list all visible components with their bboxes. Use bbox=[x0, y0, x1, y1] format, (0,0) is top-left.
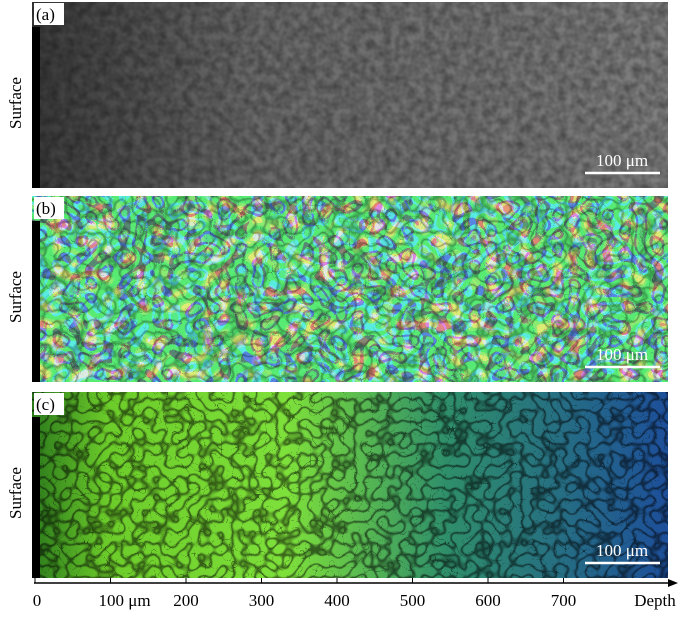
grain-texture bbox=[32, 392, 668, 578]
depth-axis: 0 100 μm 200 300 400 500 600 700 Depth bbox=[33, 578, 678, 610]
axis-tick-label: 500 bbox=[400, 591, 426, 610]
grain-texture bbox=[32, 2, 668, 188]
scale-bar-label: 100 μm bbox=[596, 151, 648, 170]
side-label: Surface bbox=[6, 467, 25, 519]
surface-edge bbox=[32, 417, 40, 578]
side-label: Surface bbox=[6, 271, 25, 323]
panel-label: (b) bbox=[36, 199, 56, 218]
axis-tick-label: 300 bbox=[249, 591, 275, 610]
panel-label-bg bbox=[34, 393, 64, 415]
micrograph-panel: (b) Surface 100 μm bbox=[6, 196, 668, 382]
panel-label-bg bbox=[34, 197, 64, 219]
panel-label: (a) bbox=[36, 5, 55, 24]
scale-bar-label: 100 μm bbox=[596, 541, 648, 560]
axis-tick-label: 0 bbox=[33, 591, 42, 610]
grain-edges bbox=[32, 196, 668, 382]
axis-tick-label: 100 μm bbox=[98, 591, 150, 610]
micrograph-panel: (a) Surface 100 μm bbox=[6, 2, 668, 188]
panel-label-bg bbox=[34, 3, 64, 25]
axis-tick-label: 400 bbox=[324, 591, 350, 610]
axis-tick-label: 700 bbox=[551, 591, 577, 610]
side-label: Surface bbox=[6, 77, 25, 129]
surface-edge bbox=[32, 27, 40, 188]
panel-label: (c) bbox=[36, 395, 55, 414]
axis-arrow bbox=[668, 579, 678, 587]
axis-tick-label: 600 bbox=[475, 591, 501, 610]
axis-tick-label: 200 bbox=[173, 591, 199, 610]
micrograph-panel: (c) Surface 100 μm bbox=[6, 392, 668, 578]
scale-bar-label: 100 μm bbox=[596, 345, 648, 364]
axis-end-label: Depth bbox=[634, 591, 676, 610]
surface-edge bbox=[32, 221, 40, 382]
